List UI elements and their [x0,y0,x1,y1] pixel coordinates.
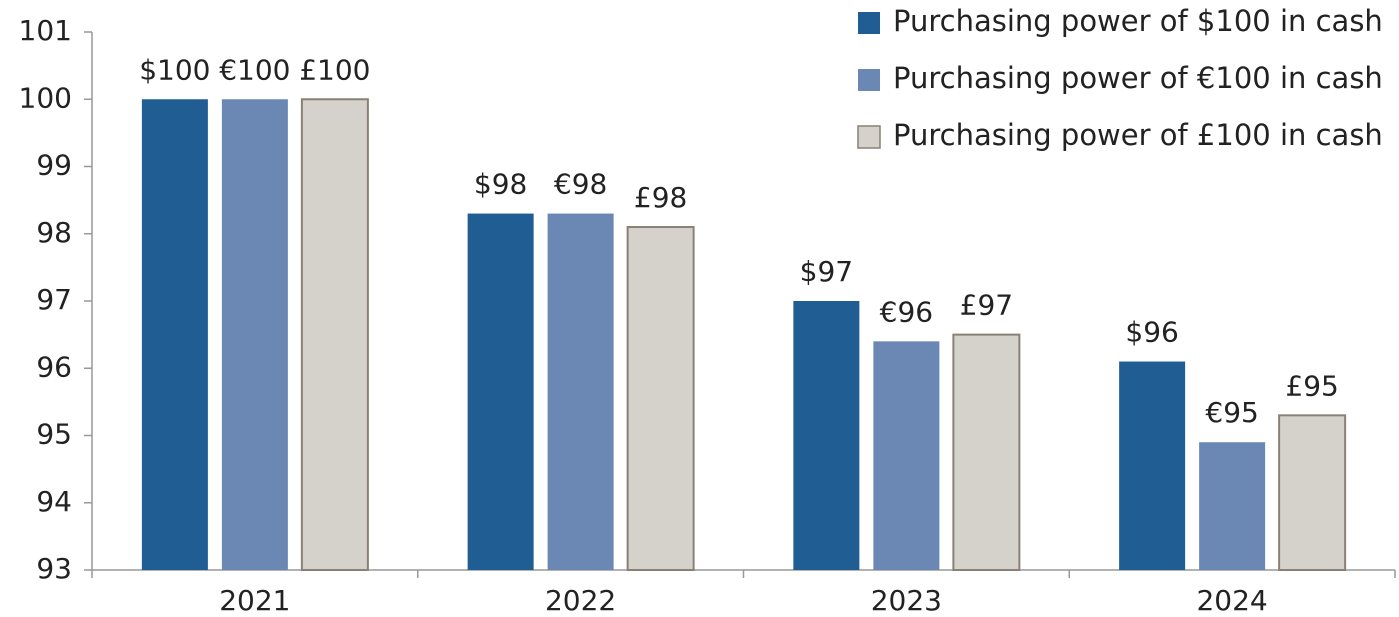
bar [300,98,369,571]
value-label: $98 [474,168,527,201]
x-tick-label: 2022 [545,584,616,617]
bar [1119,361,1186,570]
legend-swatch [858,12,880,34]
value-label: €96 [880,295,933,328]
value-label: $97 [800,255,853,288]
legend-label: Purchasing power of £100 in cash [893,118,1383,152]
y-tick-label: 94 [36,485,72,518]
y-tick-label: 96 [36,350,72,383]
y-tick-label: 100 [19,81,72,114]
value-label: €98 [554,168,607,201]
bar [793,301,860,570]
bar [141,99,208,570]
legend-swatch [858,69,880,91]
value-label: €95 [1205,396,1258,429]
bar [1199,442,1266,570]
y-tick-label: 97 [36,283,72,316]
bar [221,99,288,570]
bar [952,333,1021,571]
y-tick-label: 98 [36,216,72,249]
x-tick-label: 2024 [1196,584,1267,617]
value-label: $100 [139,53,210,86]
y-tick-label: 99 [36,149,72,182]
legend-swatch [857,125,881,149]
value-label: €100 [219,53,290,86]
value-label: £97 [960,289,1013,322]
value-label: £100 [299,53,370,86]
value-label: £95 [1285,369,1338,402]
value-label: $96 [1125,316,1178,349]
bar [547,213,614,570]
bar [467,213,534,570]
bar [626,226,695,571]
bar [873,341,940,570]
legend-label: Purchasing power of $100 in cash [893,4,1383,38]
x-tick-label: 2023 [871,584,942,617]
legend-label: Purchasing power of €100 in cash [893,61,1383,95]
bar [1278,414,1347,572]
y-tick-label: 93 [36,552,72,585]
y-tick-label: 101 [19,14,72,47]
value-label: £98 [634,181,687,214]
y-tick-label: 95 [36,418,72,451]
x-tick-label: 2021 [219,584,290,617]
